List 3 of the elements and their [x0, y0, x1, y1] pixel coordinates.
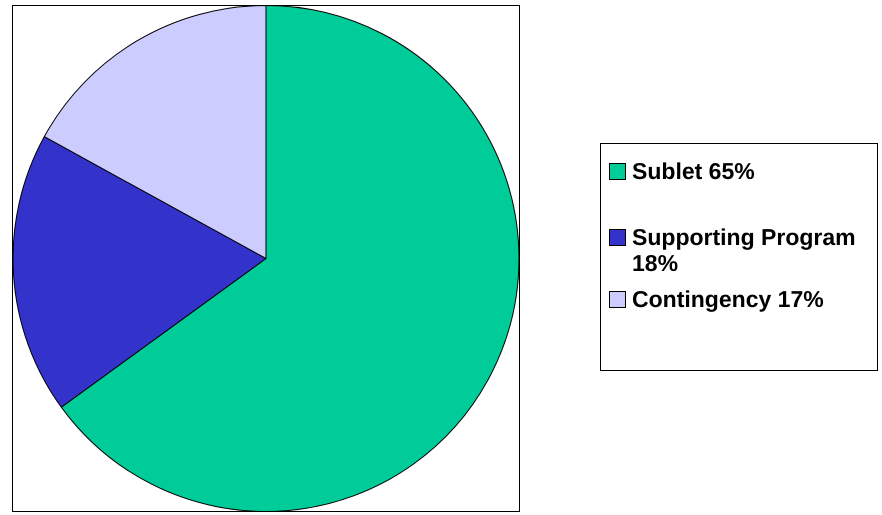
legend-label: Sublet 65% — [632, 158, 755, 184]
legend-label: Supporting Program 18% — [632, 224, 857, 276]
legend-label: Contingency 17% — [632, 286, 824, 312]
